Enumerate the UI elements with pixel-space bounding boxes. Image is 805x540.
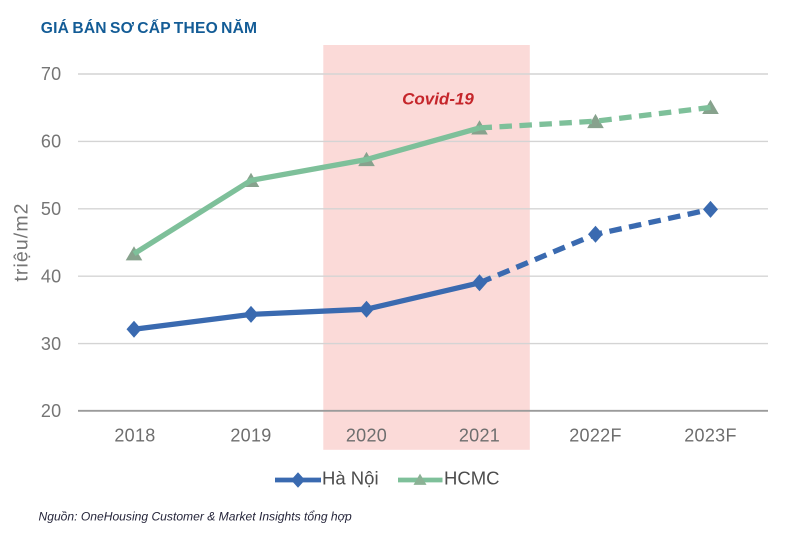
svg-text:Nguồn: OneHousing Customer & M: Nguồn: OneHousing Customer & Market Insi…	[39, 510, 352, 524]
svg-text:2021: 2021	[459, 425, 500, 445]
svg-text:GIÁ BÁN SƠ CẤP THEO NĂM: GIÁ BÁN SƠ CẤP THEO NĂM	[41, 18, 257, 37]
svg-text:40: 40	[41, 266, 62, 286]
svg-text:20: 20	[41, 401, 62, 421]
svg-text:2018: 2018	[114, 425, 155, 445]
svg-text:triệu/m2: triệu/m2	[11, 202, 33, 281]
svg-text:2022F: 2022F	[569, 425, 622, 445]
svg-text:Covid-19: Covid-19	[402, 90, 474, 109]
svg-text:HCMC: HCMC	[444, 468, 500, 489]
svg-text:30: 30	[41, 334, 62, 354]
svg-text:2023F: 2023F	[684, 425, 737, 445]
svg-text:60: 60	[41, 132, 62, 152]
svg-text:50: 50	[41, 199, 62, 219]
svg-text:2020: 2020	[346, 425, 387, 445]
svg-text:Hà Nội: Hà Nội	[322, 468, 379, 489]
svg-text:70: 70	[41, 64, 62, 84]
svg-text:2019: 2019	[230, 425, 271, 445]
